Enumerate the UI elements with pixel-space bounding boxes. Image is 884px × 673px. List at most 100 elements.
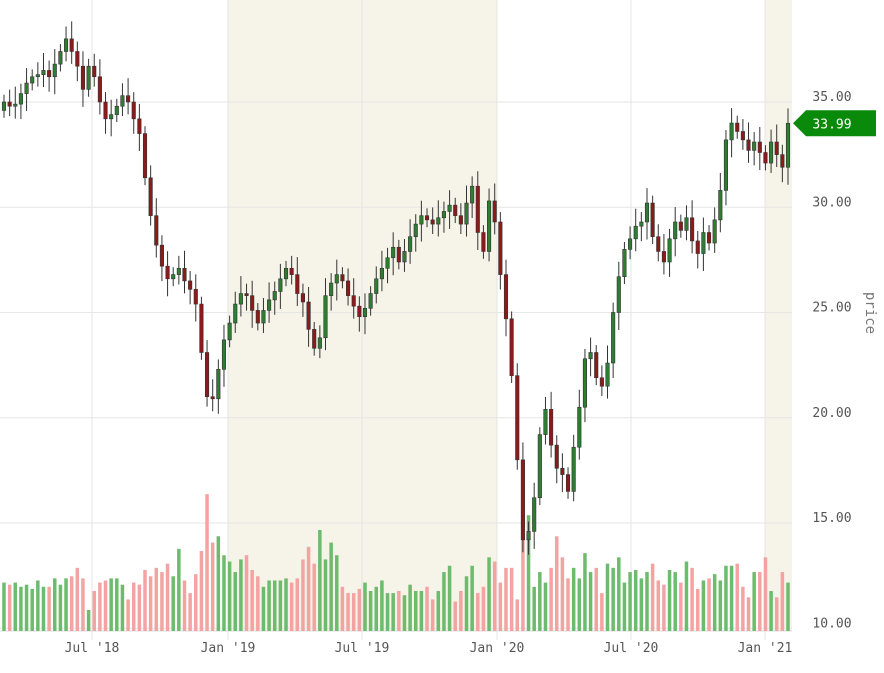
volume-bar <box>267 580 271 631</box>
volume-bar <box>763 557 768 631</box>
volume-bar <box>515 599 520 631</box>
candle-body <box>357 305 362 318</box>
candle-body <box>684 217 689 231</box>
candle-body <box>120 95 125 107</box>
candle-body <box>706 232 712 244</box>
volume-bar <box>13 582 18 631</box>
volume-bar <box>526 515 531 631</box>
candle-body <box>718 190 723 221</box>
volume-bar <box>177 548 181 631</box>
volume-bar <box>289 582 294 631</box>
candle-body <box>537 434 542 499</box>
volume-bar <box>216 536 221 631</box>
volume-bar <box>2 582 6 631</box>
grid-lines <box>0 0 792 640</box>
volume-bar <box>447 565 452 631</box>
candle-body <box>92 65 97 78</box>
volume-bar <box>684 561 689 631</box>
candle-body <box>763 152 768 164</box>
candle-body <box>255 310 260 324</box>
volume-bar <box>583 553 587 631</box>
candle-body <box>616 276 621 313</box>
candle-body <box>565 474 571 492</box>
volume-bar <box>30 588 34 631</box>
last-price-badge-shape <box>793 110 876 137</box>
volume-bar <box>425 586 429 631</box>
volume-bar <box>633 569 638 631</box>
volume-bar <box>430 599 435 631</box>
candle-body <box>75 51 80 67</box>
candle-body <box>526 531 531 541</box>
candle-body <box>261 310 266 324</box>
volume-bar <box>92 591 96 631</box>
volume-bar <box>261 586 266 631</box>
volume-bar <box>86 609 91 631</box>
candle-body <box>712 219 717 244</box>
candle-body <box>577 406 582 448</box>
y-tick-label: 10.00 <box>812 616 851 631</box>
x-tick-label: Jul '20 <box>604 641 659 656</box>
candle-body <box>47 70 52 78</box>
candle-body <box>58 51 63 65</box>
volume-bar <box>351 593 356 631</box>
candle-body <box>667 238 672 263</box>
candle-body <box>216 369 221 400</box>
volume-bar <box>656 580 661 631</box>
volume-bar <box>741 586 745 631</box>
volume-bar <box>165 563 170 631</box>
candle-body <box>69 38 74 52</box>
volume-bar <box>222 555 226 631</box>
last-price-label: 33.99 <box>812 117 851 132</box>
candle-body <box>391 246 396 259</box>
candle-body <box>272 291 277 301</box>
candle-body <box>487 200 492 252</box>
candle-body <box>18 93 23 105</box>
candle-body <box>334 274 339 284</box>
volume-bar <box>278 580 283 631</box>
candle-body <box>424 215 430 221</box>
candle-body <box>312 329 317 349</box>
volume-bar <box>335 555 339 631</box>
candle-body <box>385 257 390 269</box>
volume-bar <box>368 591 373 631</box>
candle-body <box>199 303 204 353</box>
volume-bar <box>47 586 51 631</box>
x-axis: Jul '18 Jan '19 Jul '19 Jan '20 Jul '20 Jan '… <box>65 641 793 656</box>
volume-bar <box>126 599 130 631</box>
volume-bar <box>662 584 666 631</box>
volume-bar <box>199 551 204 631</box>
volume-bar <box>543 582 548 631</box>
x-tick-label: Jan '20 <box>470 641 525 656</box>
volume-bar <box>554 536 559 631</box>
volume-bar <box>419 591 424 631</box>
volume-bar <box>605 563 610 631</box>
volume-bar <box>312 563 316 631</box>
candle-body <box>165 265 170 280</box>
volume-bar <box>487 557 491 631</box>
volume-bar <box>442 572 446 631</box>
y-axis: 35.00 30.00 25.00 20.00 15.00 10.00 <box>812 90 851 631</box>
candle-body <box>594 352 599 379</box>
volume-bar <box>323 559 328 631</box>
volume-bar <box>148 576 153 631</box>
candle-body <box>41 70 46 75</box>
candle-body <box>453 204 458 216</box>
volume-bar <box>521 515 525 631</box>
volume-bar <box>250 569 254 631</box>
candle-body <box>769 141 774 164</box>
candle-body <box>599 377 604 387</box>
candle-body <box>131 101 136 120</box>
volume-bar <box>227 561 232 631</box>
candle-body <box>114 105 119 115</box>
candle-body <box>701 232 706 254</box>
volume-bar <box>560 557 565 631</box>
volume-bar <box>459 591 463 631</box>
volume-bar <box>397 591 401 631</box>
volume-bar <box>182 580 187 631</box>
candle-body <box>317 337 322 349</box>
candle-body <box>379 267 384 280</box>
candle-body <box>30 76 35 84</box>
volume-bar <box>509 567 514 631</box>
volume-bar <box>295 578 300 631</box>
candle-body <box>97 76 102 103</box>
